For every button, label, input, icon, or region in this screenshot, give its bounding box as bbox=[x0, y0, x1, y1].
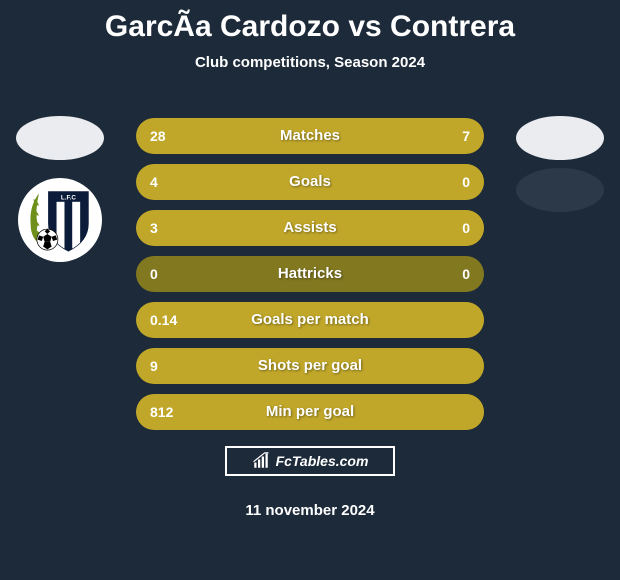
stat-row: 812Min per goal bbox=[136, 394, 484, 430]
stat-row: 40Goals bbox=[136, 164, 484, 200]
stat-label: Matches bbox=[136, 118, 484, 154]
player-left-avatar bbox=[16, 116, 104, 160]
stat-label: Goals bbox=[136, 164, 484, 200]
stat-label: Min per goal bbox=[136, 394, 484, 430]
svg-text:L.F.C: L.F.C bbox=[61, 195, 76, 202]
stat-row: 9Shots per goal bbox=[136, 348, 484, 384]
chart-icon bbox=[252, 452, 270, 470]
stat-row: 30Assists bbox=[136, 210, 484, 246]
stat-row: 0.14Goals per match bbox=[136, 302, 484, 338]
club-left-logo: L.F.C bbox=[18, 178, 102, 262]
subtitle: Club competitions, Season 2024 bbox=[0, 54, 620, 71]
stat-label: Assists bbox=[136, 210, 484, 246]
date-footer: 11 november 2024 bbox=[0, 502, 620, 519]
stat-label: Goals per match bbox=[136, 302, 484, 338]
stat-row: 287Matches bbox=[136, 118, 484, 154]
stats-container: 287Matches 40Goals 30Assists 00Hattricks 0.1… bbox=[136, 118, 484, 430]
brand-badge: FcTables.com bbox=[225, 446, 395, 476]
stat-label: Shots per goal bbox=[136, 348, 484, 384]
stat-label: Hattricks bbox=[136, 256, 484, 292]
stat-row: 00Hattricks bbox=[136, 256, 484, 292]
page-title: GarcÃ­a Cardozo vs Contrera bbox=[0, 0, 620, 44]
brand-text: FcTables.com bbox=[276, 453, 369, 469]
player-right-avatar bbox=[516, 116, 604, 160]
club-right-logo bbox=[516, 168, 604, 212]
